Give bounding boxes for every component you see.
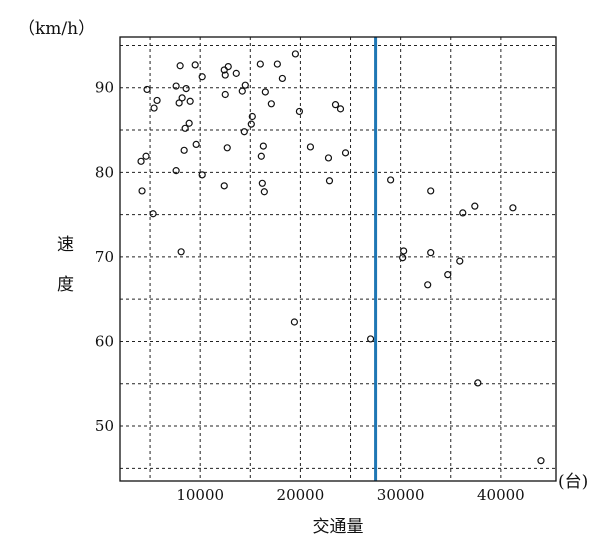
data-point: [142, 152, 150, 160]
data-point: [399, 254, 407, 262]
data-point: [172, 82, 180, 90]
data-point: [138, 187, 146, 195]
x-tick-label: 40000: [477, 486, 525, 504]
data-point: [291, 50, 300, 58]
data-point: [471, 202, 479, 210]
data-point: [137, 157, 145, 165]
data-point: [192, 140, 200, 149]
data-point: [172, 167, 180, 175]
data-point: [509, 204, 517, 212]
data-point: [427, 249, 435, 257]
data-point: [181, 124, 189, 132]
data-point: [459, 209, 467, 217]
data-point: [241, 81, 249, 89]
data-point: [278, 74, 286, 83]
data-point: [290, 318, 298, 326]
data-point: [185, 119, 193, 127]
grid-lines: [120, 37, 556, 481]
plot-frame: [119, 36, 557, 482]
x-tick-label: 20000: [277, 486, 325, 504]
y-tick-label: 60: [95, 332, 114, 350]
data-point: [366, 335, 375, 343]
data-point: [400, 247, 408, 255]
x-tick-label: 30000: [377, 486, 425, 504]
data-point: [198, 73, 206, 81]
data-point: [180, 146, 188, 154]
data-point: [261, 88, 269, 96]
y-unit-label: （km/h）: [18, 19, 95, 39]
data-point: [247, 120, 255, 128]
data-point: [256, 60, 264, 68]
x-axis-label: 交通量: [313, 517, 364, 537]
data-point: [198, 171, 206, 179]
data-point: [267, 100, 275, 108]
data-point: [176, 62, 184, 70]
tick-labels: 10000 20000 30000 40000 50 60 70 80 90: [95, 79, 525, 504]
data-point: [178, 94, 186, 102]
data-point: [149, 210, 157, 218]
y-tick-label: 50: [95, 417, 114, 435]
data-point: [220, 182, 228, 190]
data-point: [444, 271, 452, 279]
data-point: [221, 90, 229, 99]
data-point: [258, 179, 266, 187]
y-tick-label: 70: [95, 248, 114, 266]
data-point: [177, 248, 185, 256]
data-point: [306, 143, 315, 151]
y-tick-label: 80: [95, 163, 114, 181]
data-point: [248, 112, 256, 121]
data-point: [223, 144, 231, 152]
data-point: [260, 188, 268, 196]
data-point: [387, 176, 395, 184]
data-point: [221, 71, 229, 79]
data-point: [336, 105, 345, 113]
x-tick-label: 10000: [176, 486, 224, 504]
data-points: [137, 50, 545, 465]
y-tick-label: 90: [95, 79, 114, 97]
x-unit-label: (台): [558, 472, 588, 492]
data-point: [456, 257, 464, 265]
data-point: [150, 104, 158, 112]
data-point: [427, 187, 435, 195]
data-point: [238, 87, 246, 95]
data-point: [182, 84, 190, 93]
data-point: [295, 107, 304, 116]
data-point: [175, 99, 183, 107]
data-point: [324, 154, 333, 162]
data-point: [153, 96, 161, 105]
data-point: [325, 177, 334, 185]
data-point: [257, 152, 265, 160]
data-point: [273, 60, 281, 68]
data-point: [259, 142, 267, 150]
data-point: [331, 101, 340, 109]
data-point: [224, 62, 232, 71]
y-axis-label-line1: 速: [57, 235, 74, 255]
data-point: [240, 128, 248, 136]
y-axis-label-line2: 度: [57, 275, 74, 295]
data-point: [143, 85, 151, 94]
data-point: [537, 457, 545, 465]
data-point: [232, 69, 240, 77]
data-point: [186, 97, 194, 105]
data-point: [341, 149, 350, 157]
data-point: [474, 379, 482, 387]
data-point: [424, 281, 432, 289]
data-point: [191, 61, 199, 69]
